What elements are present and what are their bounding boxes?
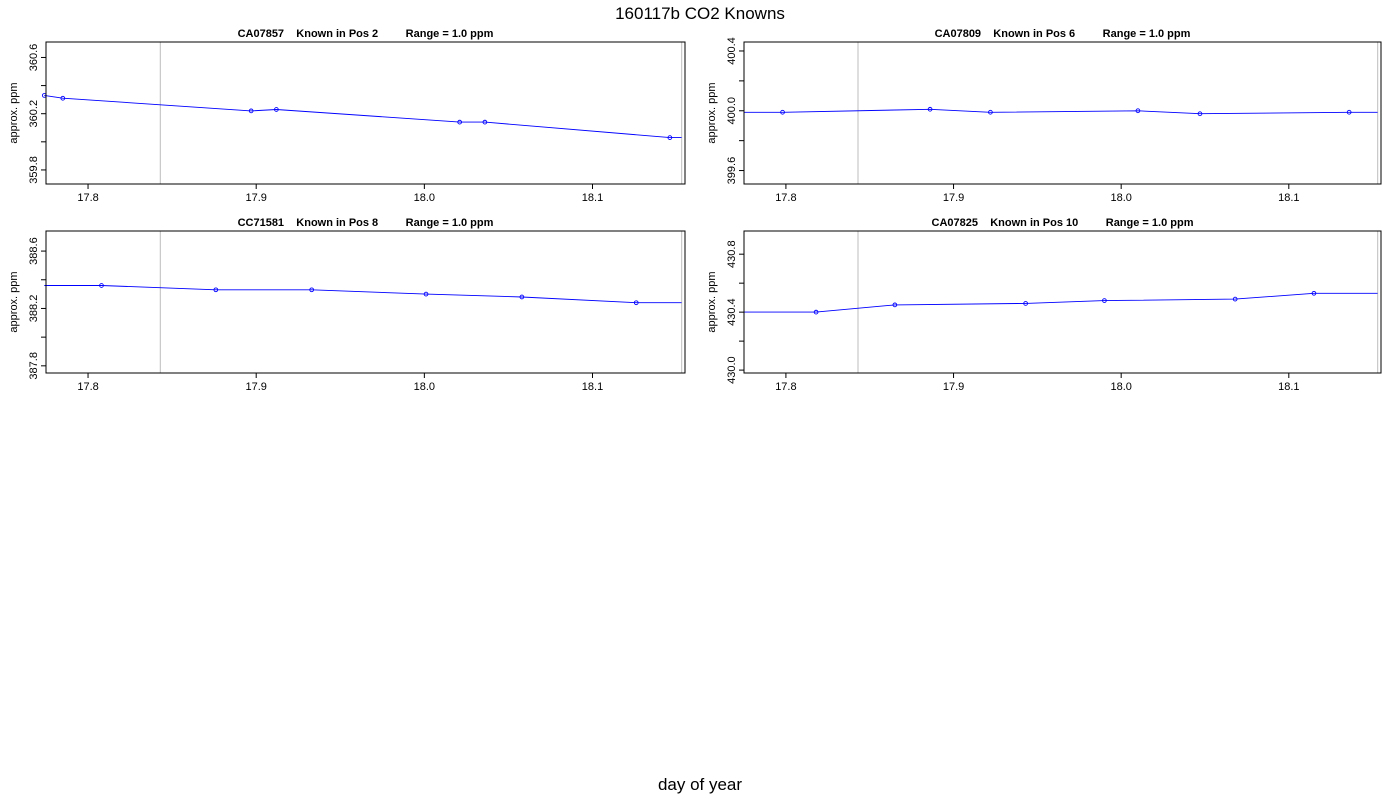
y-tick-label: 387.8: [28, 352, 40, 380]
data-point: [213, 287, 219, 293]
series-line: [44, 94, 682, 139]
data-point: [633, 300, 639, 306]
data-point: [1232, 296, 1238, 302]
figure-xlabel: day of year: [657, 775, 743, 794]
data-point: [927, 106, 933, 112]
y-tick-label: 430.4: [726, 298, 738, 326]
data-point: [457, 119, 463, 125]
x-tick-label: 18.1: [1278, 381, 1299, 393]
data-point: [780, 109, 785, 115]
x-tick-label: 18.0: [1110, 192, 1131, 204]
x-tick-label: 17.8: [775, 381, 796, 393]
x-tick-label: 18.1: [582, 192, 603, 204]
data-point: [1135, 108, 1141, 114]
y-tick-label: 388.2: [28, 295, 40, 323]
x-tick-label: 17.9: [943, 192, 964, 204]
plot-frame: [45, 230, 686, 374]
panel-title: CA07857 Known in Pos 2 Range = 1.0 ppm: [238, 28, 494, 40]
y-tick-label: 430.8: [726, 240, 738, 268]
data-point: [1102, 298, 1107, 303]
x-tick-label: 17.8: [77, 381, 98, 393]
panel-title: CC71581 Known in Pos 8 Range = 1.0 ppm: [238, 217, 494, 229]
y-axis-label: approx. ppm: [8, 82, 20, 143]
y-tick-label: 388.6: [28, 237, 40, 265]
data-point: [482, 119, 488, 125]
panel-title: CA07809 Known in Pos 6 Range = 1.0 ppm: [935, 28, 1191, 40]
chart-panel-3: CC71581 Known in Pos 8 Range = 1.0 ppm 17…: [8, 217, 686, 393]
y-tick-label: 400.0: [726, 97, 738, 125]
chart-panel-4: CA07825 Known in Pos 10 Range = 1.0 ppm 1…: [706, 217, 1382, 393]
series-line: [744, 292, 1378, 313]
x-tick-label: 17.9: [943, 381, 964, 393]
chart-panel-2: CA07809 Known in Pos 6 Range = 1.0 ppm 17…: [706, 28, 1382, 204]
x-tick-label: 18.0: [414, 381, 435, 393]
data-point: [892, 302, 898, 308]
data-point: [274, 107, 279, 112]
y-tick-label: 359.8: [28, 156, 40, 184]
y-tick-label: 360.6: [28, 44, 40, 72]
x-tick-label: 17.9: [245, 381, 266, 393]
data-point: [309, 287, 315, 293]
x-tick-label: 18.0: [1110, 381, 1131, 393]
plot-frame: [45, 41, 686, 185]
x-tick-label: 18.1: [582, 381, 603, 393]
data-point: [988, 109, 993, 115]
figure-title: 160117b CO2 Knowns: [615, 4, 785, 23]
data-point: [60, 95, 66, 101]
plot-frame: [743, 230, 1382, 374]
y-tick-label: 399.6: [726, 157, 738, 185]
data-point: [1023, 301, 1028, 306]
y-axis-label: approx. ppm: [706, 82, 718, 143]
y-tick-label: 400.4: [726, 37, 738, 65]
data-point: [248, 108, 254, 114]
plot-frame: [743, 41, 1382, 185]
panel-title: CA07825 Known in Pos 10 Range = 1.0 ppm: [932, 217, 1194, 229]
data-point: [813, 309, 819, 315]
y-tick-label: 430.0: [726, 356, 738, 384]
x-tick-label: 17.9: [245, 192, 266, 204]
y-axis-label: approx. ppm: [8, 271, 20, 332]
x-tick-label: 18.0: [414, 192, 435, 204]
chart-panel-1: CA07857 Known in Pos 2 Range = 1.0 ppm 17…: [8, 28, 686, 204]
x-tick-label: 17.8: [775, 192, 796, 204]
series-line: [744, 108, 1378, 115]
data-point: [519, 294, 525, 300]
x-tick-label: 17.8: [77, 192, 98, 204]
y-tick-label: 360.2: [28, 100, 40, 128]
x-tick-label: 18.1: [1278, 192, 1299, 204]
y-axis-label: approx. ppm: [706, 271, 718, 332]
data-point: [423, 291, 429, 297]
data-point: [1346, 109, 1352, 115]
series-line: [44, 285, 682, 304]
data-point: [1311, 290, 1317, 296]
data-point: [1197, 111, 1203, 117]
data-point: [99, 283, 104, 288]
data-point: [667, 135, 673, 140]
